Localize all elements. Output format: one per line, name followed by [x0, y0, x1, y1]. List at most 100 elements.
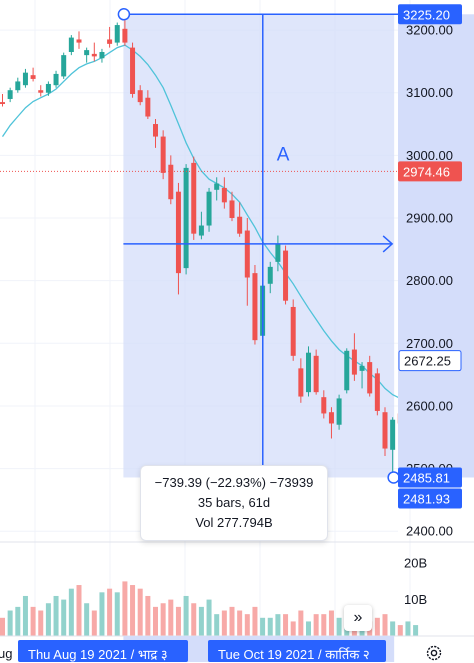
- volume-bar: [76, 585, 82, 636]
- volume-bar: [153, 606, 158, 636]
- candle-body: [114, 25, 120, 43]
- settings-gear-icon[interactable]: [424, 643, 444, 663]
- price-tag-bottom-a: 2485.81: [403, 470, 450, 485]
- volume-bar: [68, 588, 74, 636]
- range-start-tag-bg: [18, 640, 188, 662]
- volume-bar: [267, 617, 273, 636]
- volume-bar: [229, 606, 235, 636]
- candle-body: [351, 349, 357, 375]
- volume-bar: [275, 614, 281, 636]
- candle-body: [0, 102, 5, 104]
- measure-change: −739.39 (−22.93%) −73939: [154, 475, 314, 490]
- price-axis-highlight: [398, 14, 474, 478]
- volume-bar: [7, 610, 13, 636]
- time-tick-partial: ug: [0, 646, 12, 661]
- volume-bar: [206, 599, 212, 636]
- volume-bar: [84, 603, 90, 636]
- range-start-date: Thu Aug 19 2021 / भाद्र ३: [28, 647, 168, 662]
- candle-body: [244, 230, 250, 278]
- price-tick-label: 3000.00: [406, 148, 453, 163]
- candle-body: [38, 90, 44, 93]
- volume-bar: [130, 585, 136, 636]
- measure-area: [123, 14, 395, 478]
- volume-axis: 20B 10B: [404, 556, 427, 607]
- volume-bar: [145, 595, 151, 636]
- measure-end-handle[interactable]: [387, 471, 400, 484]
- price-tag-reference-bg: [398, 161, 462, 182]
- candle-body: [45, 83, 51, 93]
- candle-body: [198, 225, 204, 236]
- volume-bar: [137, 588, 143, 636]
- price-tag-bottom-a-bg: [398, 467, 462, 488]
- volume-bar: [298, 610, 304, 636]
- candle-body: [122, 28, 128, 43]
- price-tag-last-bg: [398, 350, 462, 372]
- measure-bars: 35 bars, 61d: [197, 495, 271, 510]
- candle-body: [7, 90, 13, 99]
- volume-bar: [45, 603, 51, 636]
- candle-body: [206, 191, 212, 226]
- volume-bar: [183, 595, 189, 636]
- volume-bar: [336, 617, 342, 636]
- volume-bar: [306, 621, 311, 636]
- candle-body: [290, 306, 296, 356]
- price-tag-top: 3225.20: [403, 7, 450, 22]
- measure-start-handle[interactable]: [117, 8, 131, 21]
- candle-body: [107, 39, 113, 44]
- volume-bar: [22, 595, 28, 636]
- candle-body: [382, 412, 388, 449]
- volume-bar: [175, 606, 181, 636]
- range-end-date: Tue Oct 19 2021 / कार्तिक २: [218, 647, 370, 662]
- candle-body: [175, 191, 181, 274]
- volume-bar: [30, 606, 36, 636]
- candle-body: [390, 419, 396, 450]
- candle-body: [30, 75, 36, 79]
- candle-body: [283, 250, 289, 301]
- candle-body: [61, 55, 67, 77]
- price-tag-reference: 2974.46: [403, 164, 450, 179]
- volume-bar: [413, 625, 419, 636]
- volume-bar: [160, 603, 166, 636]
- candle-body: [53, 73, 59, 86]
- volume-bar: [397, 625, 403, 636]
- price-tag-bottom-b: 2481.93: [403, 491, 450, 506]
- scroll-to-realtime-button[interactable]: »: [344, 605, 372, 631]
- double-chevron-right-icon: »: [353, 609, 363, 626]
- volume-bar: [198, 606, 204, 636]
- volume-bar: [53, 595, 59, 636]
- time-axis[interactable]: ug Thu Aug 19 2021 / भाद्र ३ Tue Oct 19 20…: [0, 635, 474, 662]
- volume-bar: [191, 603, 197, 636]
- volume-bar: [168, 599, 174, 636]
- candle-body: [160, 136, 166, 173]
- candle-body: [328, 412, 334, 424]
- volume-bar: [382, 614, 388, 636]
- candle-body: [145, 97, 151, 117]
- candle-body: [252, 273, 258, 341]
- candle-body: [359, 365, 365, 371]
- candle-body: [374, 373, 380, 411]
- volume-bar: [107, 588, 113, 636]
- candle-body: [298, 368, 304, 397]
- price-tag-top-bg: [398, 4, 462, 25]
- volume-bar: [321, 614, 327, 636]
- price-tick-label: 2900.00: [406, 211, 453, 226]
- candle-body: [221, 187, 227, 203]
- volume-bar: [260, 617, 266, 636]
- candle-body: [321, 397, 327, 414]
- price-axis[interactable]: 3200.00 3100.00 3000.00 2900.00 2800.00 2700.…: [398, 4, 474, 539]
- price-tick-label: 2800.00: [406, 273, 453, 288]
- candle-body: [191, 162, 197, 234]
- volume-tick-label: 10B: [404, 592, 427, 607]
- measure-info-box: −739.39 (−22.93%) −73939 35 bars, 61d Vo…: [140, 465, 328, 541]
- measure-tool[interactable]: A: [117, 8, 400, 484]
- drawing-label-a: A: [277, 144, 290, 165]
- candle-body: [91, 53, 97, 57]
- candle-body: [68, 37, 74, 52]
- candle-body: [313, 355, 319, 393]
- price-tick-label: 3200.00: [406, 23, 453, 38]
- candle-body: [237, 216, 243, 234]
- price-tick-label: 2400.00: [406, 524, 453, 539]
- volume-bar: [290, 621, 296, 636]
- candle-body: [137, 90, 143, 103]
